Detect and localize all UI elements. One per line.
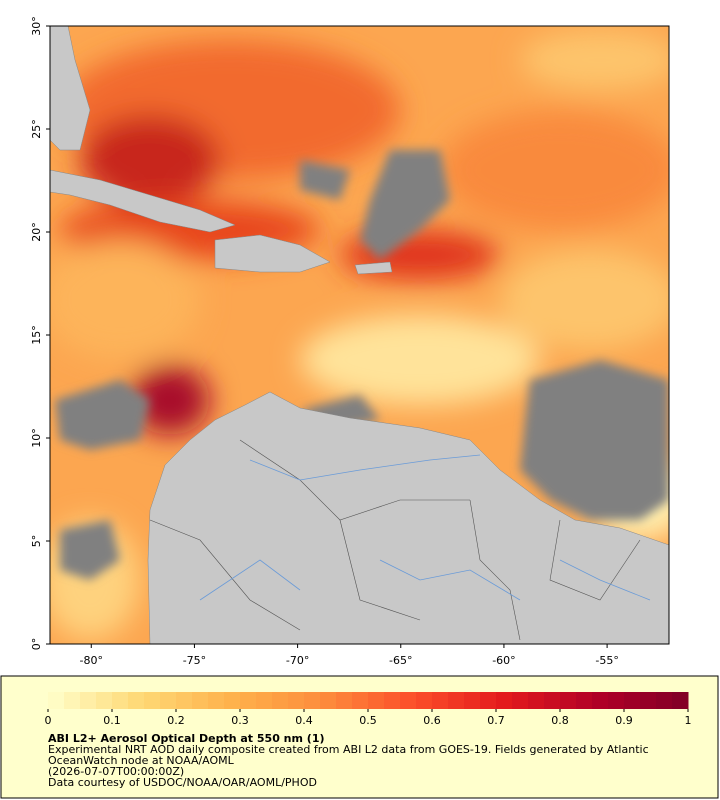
colorbar-swatch <box>496 692 513 709</box>
colorbar-swatch <box>128 692 145 709</box>
x-tick-label: -65° <box>389 654 412 667</box>
colorbar-swatch <box>240 692 257 709</box>
colorbar-swatch <box>464 692 481 709</box>
description: OceanWatch node at NOAA/AOML <box>48 754 235 767</box>
title: ABI L2+ Aerosol Optical Depth at 550 nm … <box>48 732 325 745</box>
description: Experimental NRT AOD daily composite cre… <box>48 743 649 756</box>
colorbar-swatch <box>528 692 545 709</box>
x-tick-label: -80° <box>80 654 103 667</box>
colorbar-swatch <box>192 692 209 709</box>
colorbar-tick-label: 0.1 <box>103 714 121 727</box>
colorbar-swatch <box>560 692 577 709</box>
colorbar-swatch <box>224 692 241 709</box>
x-tick-label: -70° <box>286 654 309 667</box>
colorbar-swatch <box>448 692 465 709</box>
colorbar-swatch <box>592 692 609 709</box>
y-tick-label: 0° <box>30 638 43 651</box>
colorbar-swatch <box>304 692 321 709</box>
colorbar-swatch <box>320 692 337 709</box>
y-tick-label: 25° <box>30 119 43 139</box>
colorbar-swatch <box>640 692 657 709</box>
x-tick-label: -75° <box>183 654 206 667</box>
colorbar-tick-label: 0.6 <box>423 714 441 727</box>
description: (2026-07-07T00:00:00Z) <box>48 765 184 778</box>
colorbar-tick-label: 0.3 <box>231 714 249 727</box>
y-tick-label: 15° <box>30 325 43 345</box>
colorbar-swatch <box>656 692 673 709</box>
colorbar-swatch <box>336 692 353 709</box>
colorbar-swatch <box>80 692 97 709</box>
colorbar-tick-label: 1 <box>685 714 692 727</box>
colorbar-tick-label: 0.7 <box>487 714 505 727</box>
colorbar-tick-label: 0 <box>45 714 52 727</box>
description: Data courtesy of USDOC/NOAA/OAR/AOML/PHO… <box>48 776 317 789</box>
colorbar-tick-label: 0.5 <box>359 714 377 727</box>
colorbar-tick-label: 0.4 <box>295 714 313 727</box>
colorbar-swatch <box>288 692 305 709</box>
colorbar-swatch <box>64 692 81 709</box>
colorbar-swatch <box>672 692 689 709</box>
colorbar-swatch <box>160 692 177 709</box>
y-tick-label: 20° <box>30 222 43 242</box>
y-tick-label: 5° <box>30 535 43 548</box>
y-tick-label: 30° <box>30 16 43 36</box>
colorbar-swatch <box>576 692 593 709</box>
colorbar-swatch <box>208 692 225 709</box>
colorbar-swatch <box>256 692 273 709</box>
colorbar-swatch <box>512 692 529 709</box>
colorbar-swatch <box>144 692 161 709</box>
colorbar-swatch <box>416 692 433 709</box>
colorbar: 0 0.1 0.2 0.3 0.4 0.5 0.6 0.7 0.8 0.9 1 <box>45 692 692 727</box>
colorbar-swatch <box>480 692 497 709</box>
colorbar-swatch <box>400 692 417 709</box>
colorbar-swatch <box>384 692 401 709</box>
colorbar-swatch <box>368 692 385 709</box>
colorbar-swatch <box>112 692 129 709</box>
colorbar-swatch <box>608 692 625 709</box>
x-tick-label: -55° <box>595 654 618 667</box>
colorbar-swatch <box>96 692 113 709</box>
colorbar-swatch <box>432 692 449 709</box>
x-tick-label: -60° <box>492 654 515 667</box>
y-tick-label: 10° <box>30 428 43 448</box>
colorbar-swatch <box>176 692 193 709</box>
colorbar-tick-label: 0.8 <box>551 714 569 727</box>
map-image <box>50 26 669 644</box>
colorbar-tick-label: 0.9 <box>615 714 633 727</box>
colorbar-swatch <box>624 692 641 709</box>
colorbar-tick-label: 0.2 <box>167 714 185 727</box>
colorbar-swatch <box>48 692 65 709</box>
colorbar-swatch <box>352 692 369 709</box>
colorbar-swatch <box>272 692 289 709</box>
colorbar-swatch <box>544 692 561 709</box>
